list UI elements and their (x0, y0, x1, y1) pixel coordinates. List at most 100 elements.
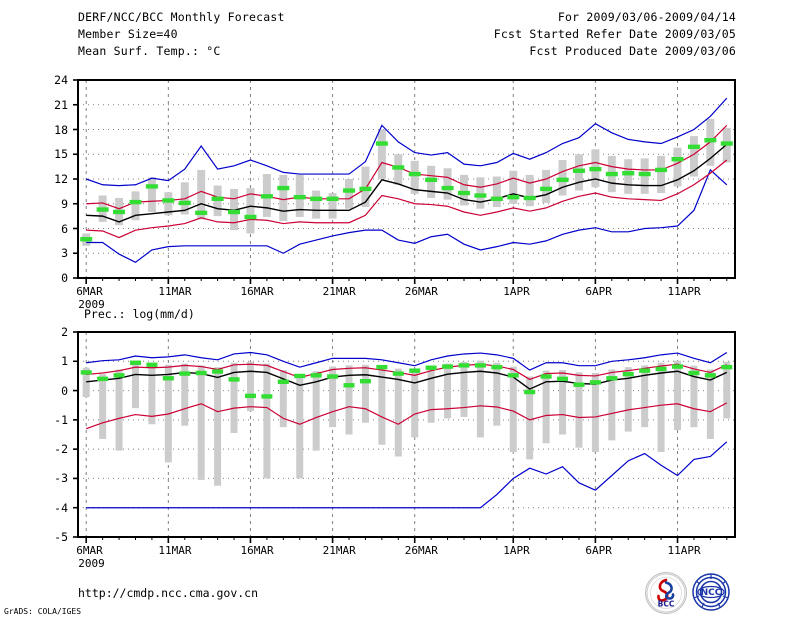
y-tick-label: -4 (54, 500, 68, 515)
y-tick-label: -2 (54, 442, 68, 457)
x-tick-label: 11MAR (158, 285, 192, 298)
bcc-logo: BCC (645, 572, 687, 614)
spread-bar (181, 363, 189, 426)
y-tick-label: 24 (54, 73, 68, 87)
x-tick-label: 1APR (503, 285, 530, 298)
page-title: DERF/NCC/BCC Monthly Forecast (78, 10, 285, 24)
median-marker (293, 194, 306, 200)
surface-temperature-panel (73, 79, 736, 284)
x-tick-label: 21MAR (322, 544, 356, 557)
median-marker (655, 366, 667, 372)
x-tick-label: 11APR (667, 285, 701, 298)
x-tick-label: 1APR (503, 544, 530, 557)
precipitation-panel-label: Prec.: log(mm/d) (84, 307, 195, 321)
spread-bar (476, 360, 484, 438)
y-tick-label: 0 (61, 383, 68, 398)
median-marker (622, 371, 634, 377)
x-tick-label: 16MAR (240, 285, 274, 298)
median-marker (162, 376, 174, 381)
spread-bar (657, 155, 666, 194)
series-line (86, 124, 728, 210)
spread-bar (263, 363, 271, 479)
spread-bar (493, 362, 501, 426)
spread-bar (328, 193, 337, 219)
median-marker (556, 177, 569, 183)
spread-bar (509, 170, 518, 204)
spread-bar (164, 192, 173, 216)
y-tick-label: 9 (61, 196, 68, 211)
x-tick-label: 26MAR (404, 544, 438, 557)
spread-bar (443, 168, 452, 200)
median-marker (212, 369, 224, 374)
member-size-label: Member Size=40 (78, 27, 178, 41)
cmdp-url-text[interactable]: http://cmdp.ncc.cma.gov.cn (78, 586, 259, 600)
median-marker (228, 377, 240, 382)
median-marker (310, 373, 322, 378)
y-tick-label: 0 (61, 271, 68, 285)
median-marker (145, 184, 158, 189)
median-marker (113, 209, 126, 215)
plot-frame (77, 331, 736, 538)
spread-bar (444, 363, 452, 419)
series-line (86, 363, 728, 381)
median-marker (97, 376, 109, 382)
spread-bar (509, 366, 517, 453)
spread-bar (460, 361, 468, 417)
series-line (86, 168, 728, 264)
spread-bar (279, 174, 288, 222)
median-marker (639, 368, 651, 373)
median-marker (688, 370, 700, 376)
median-marker (392, 371, 404, 376)
spread-bar (542, 370, 550, 444)
median-marker (622, 171, 635, 176)
x-tick-label: 6APR (585, 544, 612, 557)
median-marker (113, 373, 125, 378)
median-marker (672, 364, 684, 369)
median-marker (523, 195, 536, 201)
spread-bar (591, 373, 599, 453)
spread-bar (131, 360, 139, 409)
median-marker (687, 144, 700, 150)
median-marker (244, 393, 256, 399)
median-marker (425, 177, 438, 183)
median-marker (425, 365, 437, 370)
spread-bar (345, 365, 353, 435)
spread-bar (361, 364, 369, 423)
spread-bar (312, 190, 321, 219)
y-tick-label: -5 (54, 530, 68, 544)
spread-bar (214, 367, 222, 486)
series-line (86, 159, 728, 239)
precipitation-panel (73, 331, 736, 543)
median-marker (507, 194, 520, 200)
series-line (86, 441, 728, 509)
median-marker (343, 188, 356, 193)
spread-bar (690, 365, 698, 428)
median-marker (409, 368, 421, 373)
x-tick-label: 6MAR (76, 544, 103, 557)
spread-bar (674, 360, 682, 431)
spread-bar (706, 369, 714, 439)
median-markers (80, 360, 733, 399)
spread-bar (197, 169, 206, 220)
spread-bar (329, 366, 337, 428)
spread-bar (492, 176, 501, 208)
median-marker (474, 363, 486, 368)
grads-credit-label: GrADS: COLA/IGES (4, 607, 82, 616)
x-tick-label: 6MAR (76, 285, 103, 298)
spread-bar (526, 376, 534, 460)
spread-bar (641, 365, 649, 428)
x-tick-label: 26MAR (404, 285, 438, 298)
spread-bar (115, 369, 123, 451)
x-tick-label: 11MAR (158, 544, 192, 557)
x-tick-label: 6APR (585, 285, 612, 298)
spread-bar (279, 370, 287, 428)
spread-bar (345, 179, 354, 209)
spread-bar (559, 370, 567, 435)
spread-bar (575, 372, 583, 448)
y-tick-label: 3 (61, 246, 68, 261)
ncc-logo-text: NCC (701, 588, 722, 598)
y-tick-label: 1 (61, 354, 68, 369)
spread-bar (148, 362, 156, 425)
x-axis-year-label: 2009 (78, 557, 105, 570)
spread-bar (476, 177, 485, 209)
